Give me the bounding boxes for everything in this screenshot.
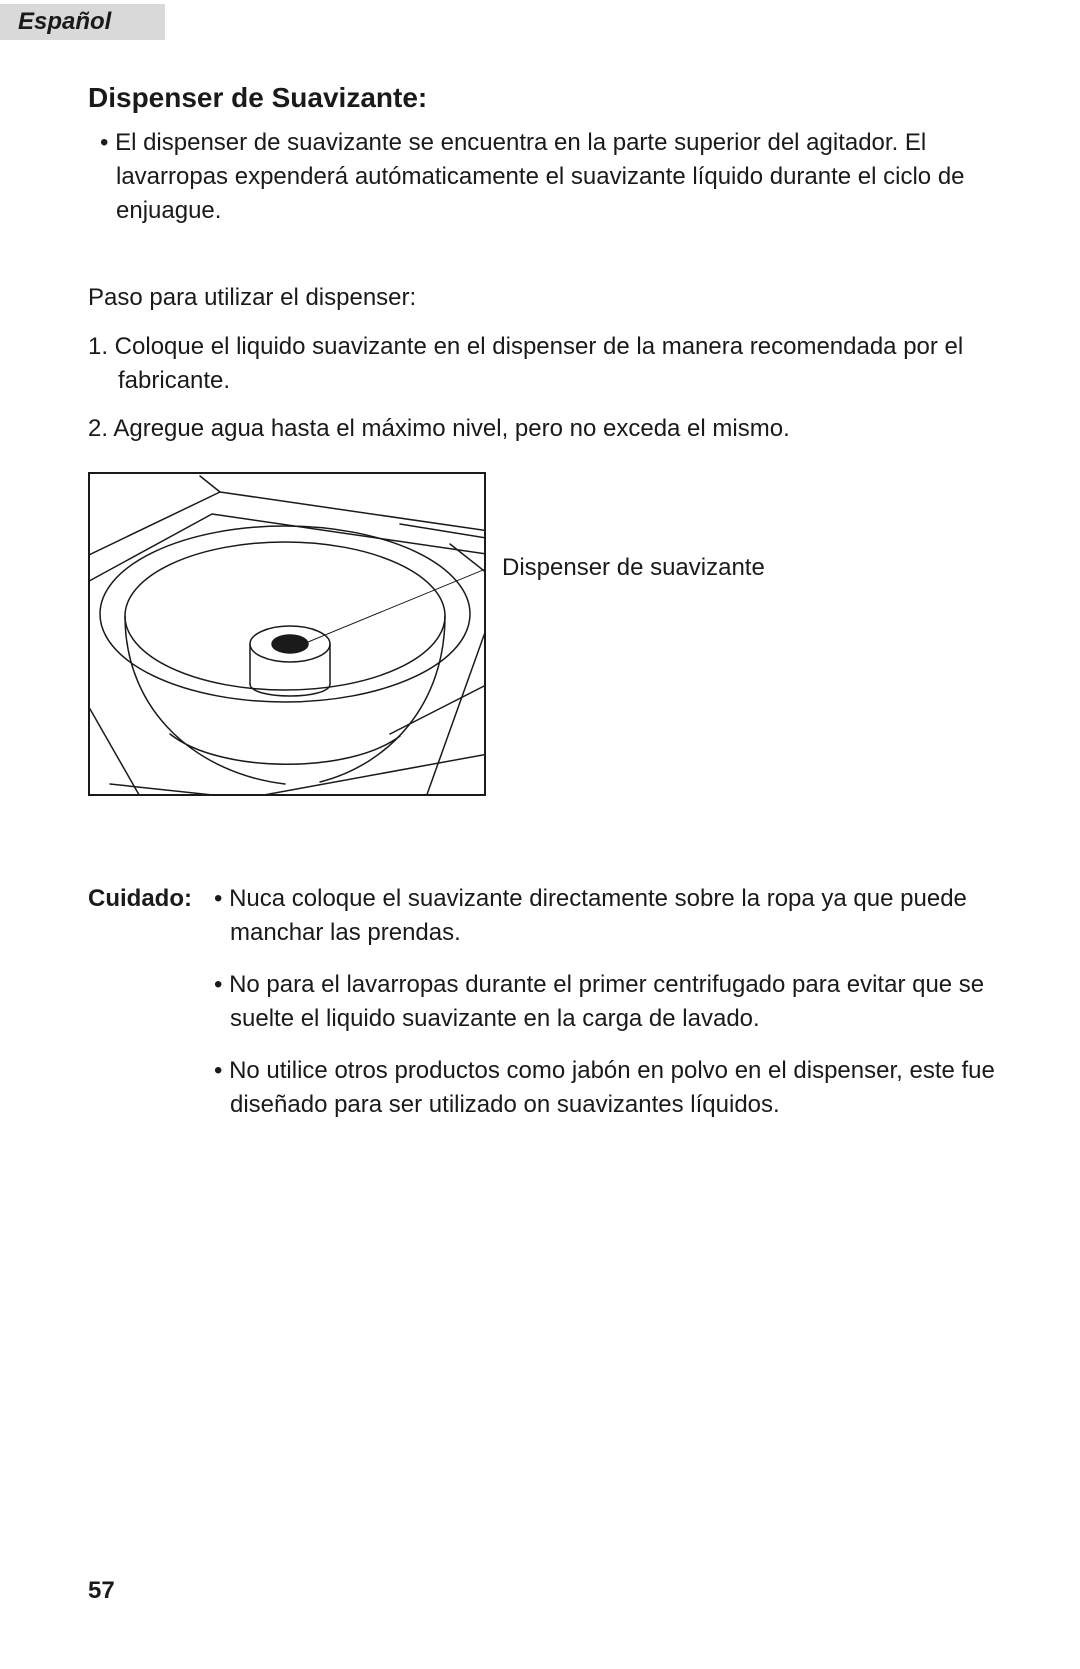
dispenser-diagram xyxy=(88,472,486,796)
caution-item-2: • No para el lavarropas durante el prime… xyxy=(212,968,998,1036)
callout-label: Dispenser de suavizante xyxy=(502,554,765,582)
caution-block: Cuidado: • Nuca coloque el suavizante di… xyxy=(88,882,998,1122)
figure-wrap: Dispenser de suavizante xyxy=(88,472,998,842)
content-area: Dispenser de Suavizante: • El dispenser … xyxy=(88,82,998,1140)
step-2: 2. Agregue agua hasta el máximo nivel, p… xyxy=(88,412,998,446)
page-number: 57 xyxy=(88,1577,115,1605)
caution-row-1: Cuidado: • Nuca coloque el suavizante di… xyxy=(88,882,998,950)
step-1: 1. Coloque el liquido suavizante en el d… xyxy=(88,330,998,398)
intro-bullet: • El dispenser de suavizante se encuentr… xyxy=(88,126,998,228)
caution-item-1: • Nuca coloque el suavizante directament… xyxy=(212,882,998,950)
caution-label: Cuidado: xyxy=(88,882,212,916)
steps-heading: Paso para utilizar el dispenser: xyxy=(88,284,998,312)
washer-svg xyxy=(90,474,486,796)
language-tab: Español xyxy=(0,4,165,40)
manual-page: Español Dispenser de Suavizante: • El di… xyxy=(0,0,1080,1669)
section-title: Dispenser de Suavizante: xyxy=(88,82,998,114)
caution-item-3: • No utilice otros productos como jabón … xyxy=(212,1054,998,1122)
